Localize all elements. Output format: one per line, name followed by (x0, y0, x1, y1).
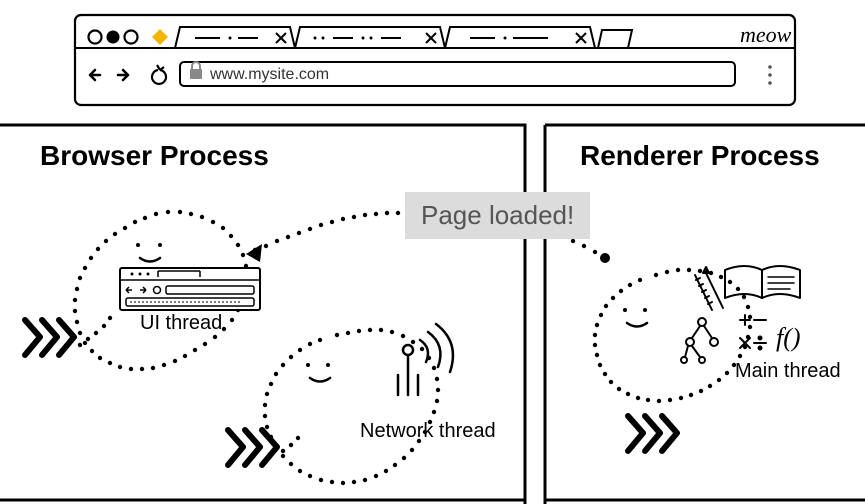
menu-dots-icon[interactable] (768, 65, 772, 85)
study-icons: f() (681, 266, 801, 363)
main-thread-chevrons (628, 416, 677, 451)
mini-browser-icon (120, 268, 260, 310)
ui-thread-chevrons (25, 320, 74, 355)
panel-dividers (0, 125, 865, 504)
browser-process-title: Browser Process (40, 140, 269, 172)
renderer-process-title: Renderer Process (580, 140, 820, 172)
browser-brand: meow (740, 22, 792, 47)
network-thread-blob (263, 324, 453, 485)
main-thread-label: Main thread (735, 360, 841, 383)
network-thread-chevrons (228, 430, 277, 465)
ui-thread-blob (73, 210, 260, 371)
browser-window: meow www.mysite.com (75, 15, 795, 105)
page-loaded-callout: Page loaded! (405, 192, 590, 239)
ui-thread-label: UI thread (140, 312, 222, 335)
browser-toolbar: www.mysite.com (90, 62, 772, 86)
antenna-icon (398, 324, 453, 395)
svg-text:f(): f() (776, 323, 801, 352)
url-text: www.mysite.com (209, 66, 329, 83)
network-thread-label: Network thread (360, 420, 496, 443)
